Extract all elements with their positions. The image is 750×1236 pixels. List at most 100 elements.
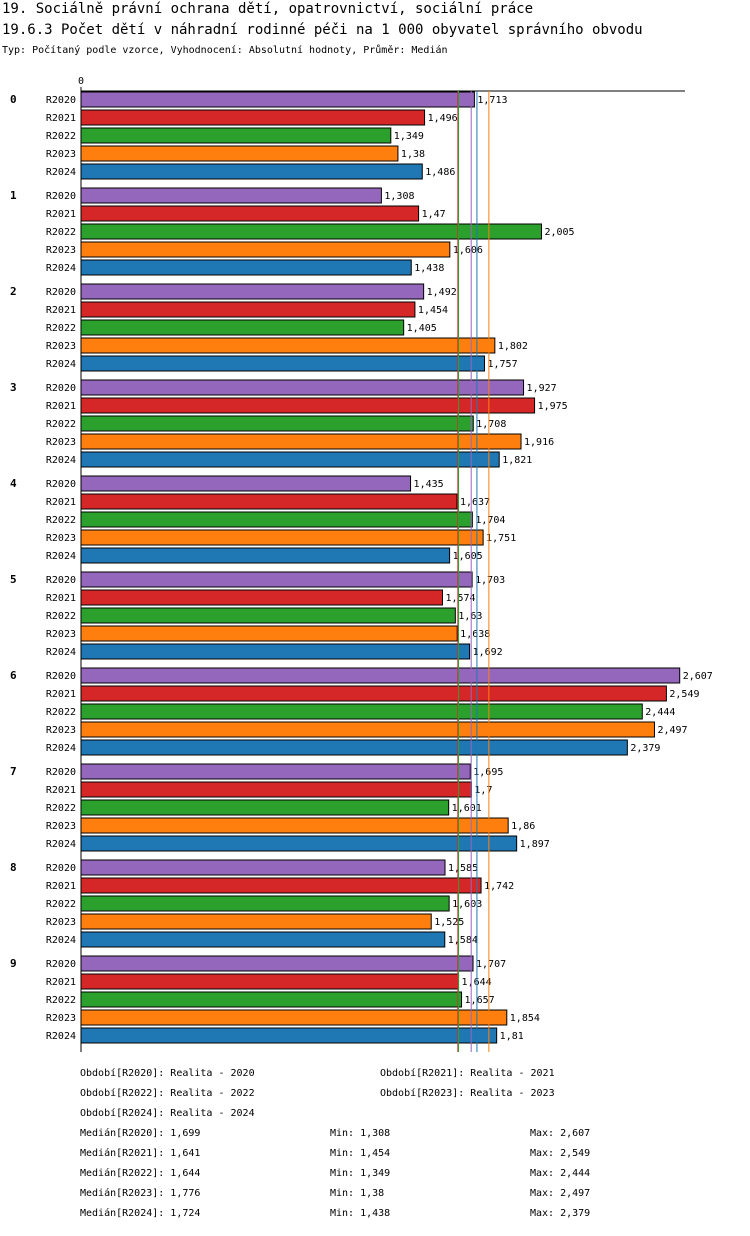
min-label: Min: 1,454 <box>330 1148 390 1159</box>
value-label: 1,821 <box>502 455 532 466</box>
series-label: R2022 <box>46 611 76 622</box>
series-label: R2020 <box>46 191 76 202</box>
bar <box>80 187 382 204</box>
median-label: Medián[R2024]: 1,724 <box>80 1207 200 1219</box>
legend-entry: Období[R2022]: Realita - 2022 <box>80 1087 255 1099</box>
value-label: 1,897 <box>520 839 550 850</box>
bar <box>80 529 484 546</box>
bar <box>80 817 509 834</box>
bar <box>80 379 525 396</box>
bar <box>80 643 471 660</box>
value-label: 1,854 <box>510 1013 540 1024</box>
bar <box>80 835 518 852</box>
category-label: 6 <box>10 669 17 682</box>
legend-entry: Období[R2021]: Realita - 2021 <box>380 1067 555 1079</box>
value-label: 1,525 <box>434 917 464 928</box>
series-label: R2020 <box>46 671 76 682</box>
series-label: R2024 <box>46 359 76 370</box>
median-label: Medián[R2020]: 1,699 <box>80 1127 200 1139</box>
value-label: 1,605 <box>453 551 483 562</box>
bar <box>80 739 628 756</box>
series-label: R2023 <box>46 917 76 928</box>
series-label: R2020 <box>46 959 76 970</box>
series-label: R2021 <box>46 689 76 700</box>
bar <box>80 223 542 240</box>
value-label: 2,549 <box>669 689 699 700</box>
bar <box>80 475 412 492</box>
value-label: 1,454 <box>418 305 448 316</box>
bar <box>80 667 681 684</box>
min-label: Min: 1,349 <box>330 1168 390 1179</box>
value-label: 1,405 <box>407 323 437 334</box>
bar <box>80 973 460 990</box>
bar <box>80 799 450 816</box>
series-label: R2021 <box>46 497 76 508</box>
bar <box>80 1027 498 1044</box>
value-label: 2,497 <box>657 725 687 736</box>
value-label: 1,38 <box>401 149 425 160</box>
value-label: 1,492 <box>427 287 457 298</box>
value-label: 1,703 <box>475 575 505 586</box>
bar <box>80 703 643 720</box>
value-label: 2,444 <box>645 707 675 718</box>
series-label: R2022 <box>46 995 76 1006</box>
chart-title: 19. Sociálně právní ochrana dětí, opatro… <box>2 1 533 17</box>
max-label: Max: 2,379 <box>530 1208 590 1219</box>
bar <box>80 571 473 588</box>
median-label: Medián[R2021]: 1,641 <box>80 1147 200 1159</box>
series-label: R2023 <box>46 629 76 640</box>
series-label: R2022 <box>46 515 76 526</box>
value-label: 1,435 <box>414 479 444 490</box>
value-label: 1,704 <box>475 515 505 526</box>
series-label: R2022 <box>46 899 76 910</box>
bar <box>80 205 420 222</box>
value-label: 1,438 <box>414 263 444 274</box>
bar <box>80 355 486 372</box>
max-label: Max: 2,497 <box>530 1188 590 1199</box>
bar <box>80 763 471 780</box>
value-label: 1,584 <box>448 935 478 946</box>
bar <box>80 607 456 624</box>
bar <box>80 397 536 414</box>
value-label: 1,7 <box>474 785 492 796</box>
series-label: R2021 <box>46 881 76 892</box>
value-label: 1,927 <box>527 383 557 394</box>
value-label: 1,708 <box>476 419 506 430</box>
series-label: R2024 <box>46 1031 76 1042</box>
series-label: R2024 <box>46 935 76 946</box>
bar <box>80 283 425 300</box>
series-label: R2023 <box>46 341 76 352</box>
value-label: 1,606 <box>453 245 483 256</box>
category-label: 3 <box>10 381 17 394</box>
bar <box>80 301 416 318</box>
value-label: 1,47 <box>422 209 446 220</box>
value-label: 1,975 <box>538 401 568 412</box>
series-label: R2020 <box>46 863 76 874</box>
value-label: 1,638 <box>460 629 490 640</box>
value-label: 1,601 <box>452 803 482 814</box>
bar <box>80 781 472 798</box>
category-label: 8 <box>10 861 17 874</box>
bar <box>80 91 475 108</box>
max-label: Max: 2,607 <box>530 1128 590 1139</box>
value-label: 1,751 <box>486 533 516 544</box>
category-label: 1 <box>10 189 17 202</box>
bar <box>80 163 423 180</box>
min-label: Min: 1,308 <box>330 1128 390 1139</box>
category-label: 4 <box>10 477 17 490</box>
series-label: R2021 <box>46 305 76 316</box>
bar <box>80 109 426 126</box>
series-label: R2023 <box>46 533 76 544</box>
series-label: R2024 <box>46 839 76 850</box>
series-label: R2022 <box>46 131 76 142</box>
bar <box>80 877 482 894</box>
chart-subtitle: 19.6.3 Počet dětí v náhradní rodinné péč… <box>2 22 643 38</box>
min-label: Min: 1,38 <box>330 1188 384 1199</box>
bar <box>80 415 474 432</box>
median-label: Medián[R2023]: 1,776 <box>80 1187 200 1199</box>
value-label: 1,637 <box>460 497 490 508</box>
series-label: R2023 <box>46 437 76 448</box>
median-label: Medián[R2022]: 1,644 <box>80 1167 200 1179</box>
value-label: 1,574 <box>445 593 475 604</box>
